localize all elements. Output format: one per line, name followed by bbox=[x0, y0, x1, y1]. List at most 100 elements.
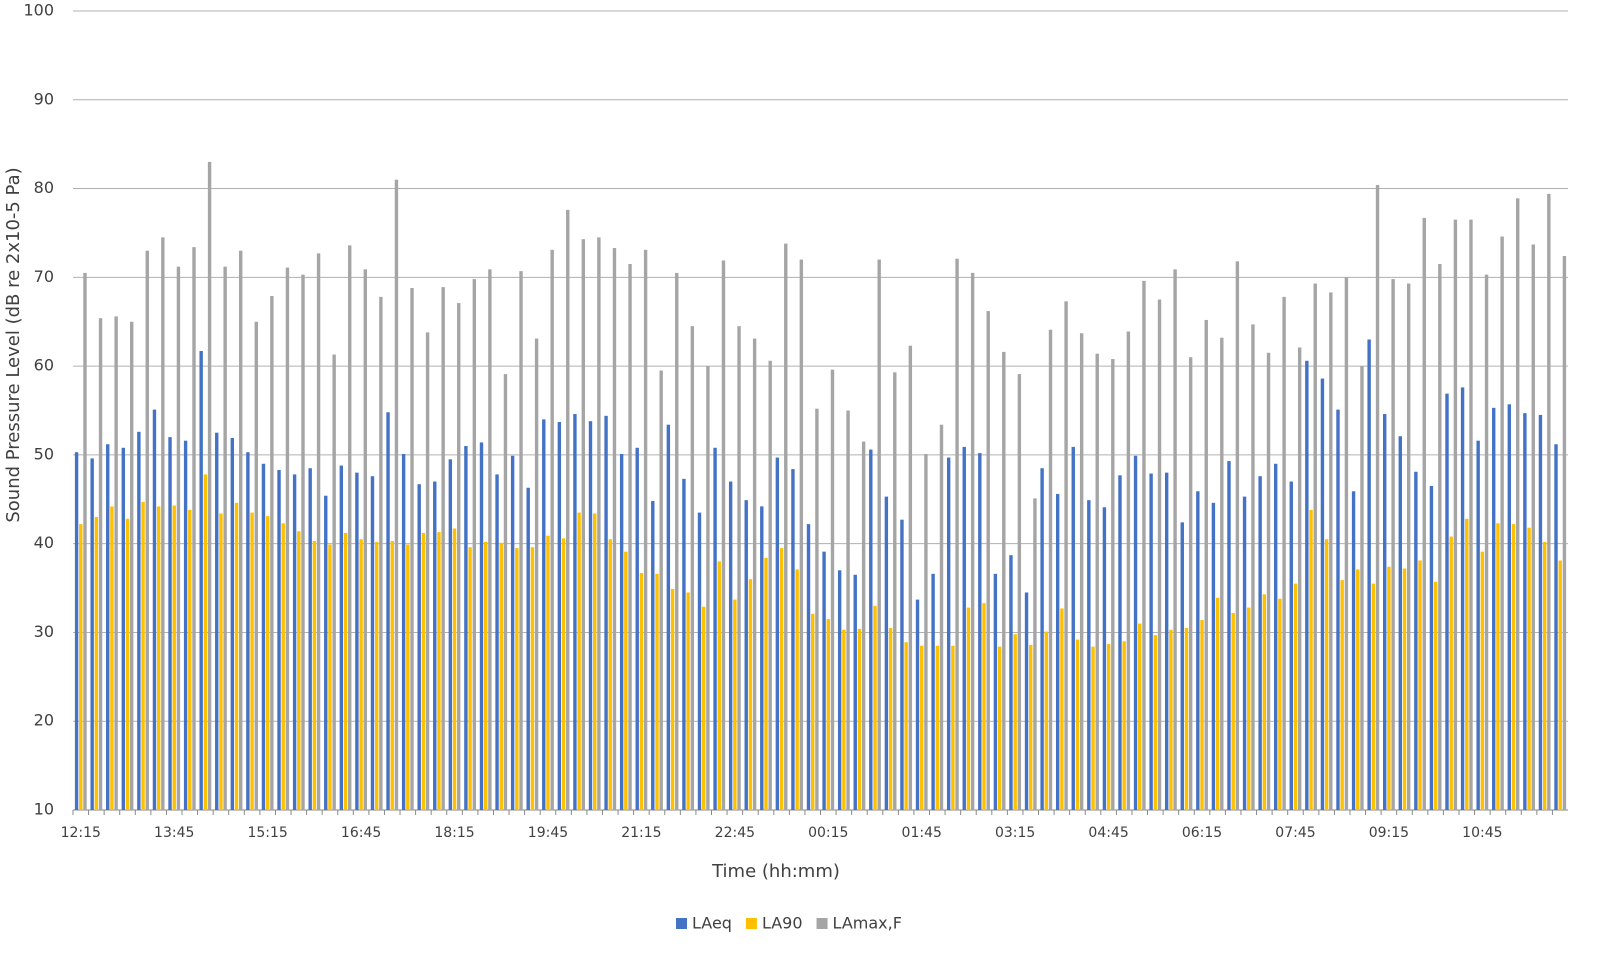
bar bbox=[1215, 597, 1220, 810]
bar bbox=[332, 354, 336, 810]
bar bbox=[697, 512, 702, 810]
bar bbox=[717, 561, 721, 810]
bar bbox=[1196, 491, 1200, 810]
x-tick-label: 10:45 bbox=[1462, 825, 1502, 841]
x-tick-label: 09:15 bbox=[1369, 825, 1409, 841]
bar bbox=[328, 544, 332, 810]
bar bbox=[1414, 471, 1418, 810]
bar bbox=[1492, 407, 1496, 810]
bar bbox=[1554, 444, 1558, 810]
bar bbox=[495, 474, 499, 810]
bar bbox=[1184, 628, 1189, 810]
bar bbox=[1387, 566, 1391, 810]
x-tick-label: 07:45 bbox=[1275, 825, 1315, 841]
y-tick-label: 90 bbox=[34, 89, 54, 108]
bar bbox=[884, 496, 889, 810]
bar bbox=[1200, 620, 1204, 810]
bar bbox=[121, 447, 126, 810]
bar bbox=[1044, 631, 1049, 810]
bar bbox=[1211, 502, 1216, 810]
bar bbox=[137, 431, 141, 810]
bar bbox=[90, 458, 94, 810]
bar bbox=[997, 646, 1002, 810]
y-tick-label: 30 bbox=[34, 622, 54, 641]
bar bbox=[670, 588, 675, 810]
bar bbox=[931, 573, 935, 810]
bar bbox=[581, 239, 586, 811]
bar bbox=[795, 569, 799, 810]
bar bbox=[635, 447, 639, 810]
bar bbox=[721, 260, 726, 810]
bar bbox=[978, 453, 982, 810]
bar bbox=[1091, 646, 1095, 810]
bar bbox=[1351, 491, 1356, 810]
bar bbox=[768, 360, 772, 810]
bar bbox=[760, 506, 764, 810]
bar bbox=[1484, 274, 1489, 810]
bar bbox=[1558, 560, 1562, 810]
bar bbox=[421, 533, 426, 810]
bar bbox=[254, 321, 258, 810]
bar bbox=[1266, 352, 1271, 810]
bar bbox=[1469, 219, 1473, 810]
bar bbox=[417, 484, 421, 810]
y-tick-label: 20 bbox=[34, 711, 54, 730]
bar bbox=[666, 424, 671, 810]
bar bbox=[152, 409, 157, 810]
bar bbox=[1324, 539, 1329, 810]
bar bbox=[682, 478, 686, 810]
bar bbox=[970, 272, 975, 811]
bar bbox=[1278, 598, 1282, 810]
bar bbox=[577, 512, 581, 810]
bar bbox=[573, 414, 577, 810]
bar bbox=[374, 541, 379, 810]
bar bbox=[1122, 641, 1126, 810]
bar bbox=[1220, 337, 1224, 810]
bar bbox=[530, 547, 535, 810]
x-tick-label: 15:15 bbox=[247, 825, 287, 841]
y-tick-label: 80 bbox=[34, 178, 54, 197]
bar bbox=[1398, 436, 1402, 810]
bar bbox=[624, 551, 628, 810]
bar bbox=[935, 645, 939, 810]
bar bbox=[297, 531, 301, 810]
bar bbox=[1251, 324, 1255, 810]
bar bbox=[526, 487, 530, 810]
bar bbox=[1511, 524, 1516, 810]
bar bbox=[837, 570, 842, 810]
bar bbox=[223, 266, 227, 810]
bar bbox=[1562, 256, 1567, 810]
bar bbox=[1204, 319, 1208, 810]
bar bbox=[1367, 339, 1371, 810]
bar bbox=[873, 605, 877, 810]
bar bbox=[1391, 279, 1395, 810]
bar bbox=[515, 548, 519, 810]
bar bbox=[643, 249, 648, 810]
bar bbox=[924, 454, 928, 810]
bar bbox=[1433, 581, 1438, 810]
bar bbox=[301, 274, 305, 810]
bar bbox=[176, 266, 181, 810]
bar bbox=[588, 421, 593, 810]
bar bbox=[806, 524, 811, 810]
bar bbox=[779, 548, 784, 810]
bar bbox=[686, 592, 690, 810]
bar bbox=[1438, 264, 1442, 810]
bar bbox=[826, 619, 830, 810]
bar bbox=[1515, 198, 1520, 810]
bar bbox=[557, 422, 562, 810]
bar bbox=[1040, 468, 1044, 810]
bar bbox=[1313, 283, 1317, 810]
bar bbox=[98, 318, 103, 810]
bar bbox=[659, 370, 663, 810]
bar bbox=[355, 472, 359, 810]
bar bbox=[390, 541, 394, 810]
x-tick-label: 16:45 bbox=[341, 825, 381, 841]
bar bbox=[1375, 185, 1380, 810]
bar bbox=[939, 424, 944, 810]
bar bbox=[219, 513, 223, 810]
bar bbox=[281, 523, 285, 810]
bar bbox=[561, 538, 566, 810]
bar bbox=[74, 452, 79, 810]
bar bbox=[904, 642, 908, 810]
